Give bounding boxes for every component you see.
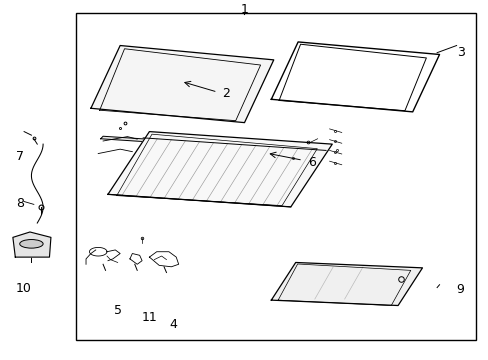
Text: 10: 10 xyxy=(16,282,32,295)
Text: 4: 4 xyxy=(169,318,177,331)
Polygon shape xyxy=(271,262,422,306)
Polygon shape xyxy=(101,136,239,148)
Polygon shape xyxy=(13,232,51,257)
Text: 1: 1 xyxy=(240,3,248,16)
Text: 7: 7 xyxy=(16,150,24,163)
Text: 9: 9 xyxy=(456,283,464,296)
Text: 5: 5 xyxy=(114,304,122,317)
Bar xyxy=(76,13,475,339)
Text: 11: 11 xyxy=(141,311,157,324)
Polygon shape xyxy=(108,132,331,207)
Text: 8: 8 xyxy=(16,197,24,210)
Polygon shape xyxy=(271,42,439,112)
Polygon shape xyxy=(91,45,273,123)
Ellipse shape xyxy=(20,239,43,248)
Text: 2: 2 xyxy=(222,87,230,100)
Text: 3: 3 xyxy=(456,46,464,59)
Text: 6: 6 xyxy=(307,156,315,169)
